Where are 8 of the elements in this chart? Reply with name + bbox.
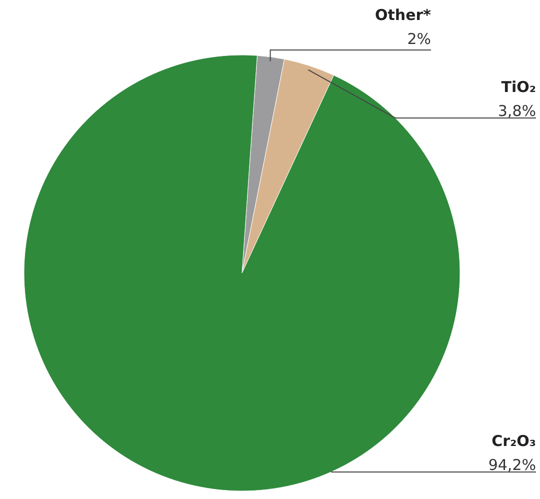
data-label: 94,2% [488,456,536,474]
pie-slice [242,58,334,274]
slice-label: Cr₂O₃ [492,432,536,450]
data-label: 2% [407,30,431,48]
data-label: 3,8% [498,102,536,120]
slice-label: TiO₂ [501,78,536,96]
pie-slice [24,55,460,492]
slice-label: Other* [374,6,432,24]
